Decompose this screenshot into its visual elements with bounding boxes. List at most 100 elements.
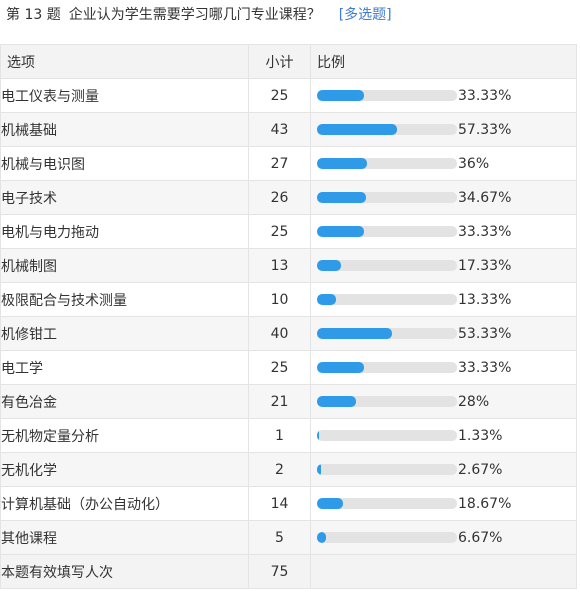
option-count: 25 bbox=[248, 78, 311, 113]
option-label: 其他课程 bbox=[0, 520, 249, 555]
ratio-bar-track bbox=[317, 90, 457, 101]
ratio-bar-fill bbox=[317, 532, 327, 543]
ratio-cell: 1.33% bbox=[310, 418, 577, 453]
ratio-bar-fill bbox=[317, 192, 366, 203]
ratio-cell: 28% bbox=[310, 384, 577, 419]
ratio-bar-fill bbox=[317, 362, 364, 373]
ratio-percent: 18.67% bbox=[458, 495, 512, 512]
ratio-bar-track bbox=[317, 464, 457, 475]
option-label: 无机物定量分析 bbox=[0, 418, 249, 453]
table-row: 电工学 25 33.33% bbox=[0, 350, 577, 385]
ratio-cell: 34.67% bbox=[310, 180, 577, 215]
table-row: 其他课程 5 6.67% bbox=[0, 520, 577, 555]
option-count: 25 bbox=[248, 214, 311, 249]
ratio-bar-track bbox=[317, 260, 457, 271]
option-count: 2 bbox=[248, 452, 311, 487]
ratio-cell: 33.33% bbox=[310, 214, 577, 249]
summary-count: 75 bbox=[248, 554, 311, 589]
option-label: 无机化学 bbox=[0, 452, 249, 487]
option-label: 电工仪表与测量 bbox=[0, 78, 249, 113]
ratio-bar-fill bbox=[317, 226, 364, 237]
ratio-cell: 36% bbox=[310, 146, 577, 181]
ratio-percent: 6.67% bbox=[458, 529, 503, 546]
option-count: 40 bbox=[248, 316, 311, 351]
ratio-cell: 2.67% bbox=[310, 452, 577, 487]
ratio-bar-track bbox=[317, 396, 457, 407]
option-label: 机械制图 bbox=[0, 248, 249, 283]
table-header-row: 选项 小计 比例 bbox=[0, 44, 577, 79]
ratio-bar-track bbox=[317, 498, 457, 509]
summary-row: 本题有效填写人次 75 bbox=[0, 554, 577, 589]
option-count: 10 bbox=[248, 282, 311, 317]
option-count: 43 bbox=[248, 112, 311, 147]
option-count: 1 bbox=[248, 418, 311, 453]
table-row: 计算机基础（办公自动化） 14 18.67% bbox=[0, 486, 577, 521]
ratio-cell: 57.33% bbox=[310, 112, 577, 147]
table-row: 机修钳工 40 53.33% bbox=[0, 316, 577, 351]
ratio-bar-track bbox=[317, 362, 457, 373]
header-ratio: 比例 bbox=[310, 44, 577, 79]
ratio-percent: 33.33% bbox=[458, 359, 512, 376]
ratio-percent: 53.33% bbox=[458, 325, 512, 342]
option-count: 26 bbox=[248, 180, 311, 215]
ratio-cell: 13.33% bbox=[310, 282, 577, 317]
ratio-bar-track bbox=[317, 192, 457, 203]
table-row: 电机与电力拖动 25 33.33% bbox=[0, 214, 577, 249]
results-table: 选项 小计 比例 电工仪表与测量 25 33.33% 机械基础 43 57.33% 机械与电… bbox=[0, 44, 577, 589]
table-row: 机械与电识图 27 36% bbox=[0, 146, 577, 181]
ratio-bar-fill bbox=[317, 294, 336, 305]
ratio-percent: 33.33% bbox=[458, 87, 512, 104]
ratio-percent: 28% bbox=[458, 393, 490, 410]
option-label: 电子技术 bbox=[0, 180, 249, 215]
ratio-percent: 13.33% bbox=[458, 291, 512, 308]
option-label: 电机与电力拖动 bbox=[0, 214, 249, 249]
table-row: 机械制图 13 17.33% bbox=[0, 248, 577, 283]
ratio-bar-track bbox=[317, 294, 457, 305]
table-body: 电工仪表与测量 25 33.33% 机械基础 43 57.33% 机械与电识图 27 36% 电子… bbox=[0, 78, 577, 555]
ratio-cell: 6.67% bbox=[310, 520, 577, 555]
option-count: 5 bbox=[248, 520, 311, 555]
ratio-cell: 18.67% bbox=[310, 486, 577, 521]
option-count: 27 bbox=[248, 146, 311, 181]
ratio-percent: 1.33% bbox=[458, 427, 503, 444]
header-count: 小计 bbox=[248, 44, 311, 79]
ratio-cell: 33.33% bbox=[310, 350, 577, 385]
ratio-bar-fill bbox=[317, 396, 357, 407]
ratio-bar-fill bbox=[317, 124, 398, 135]
option-label: 机械基础 bbox=[0, 112, 249, 147]
table-row: 无机化学 2 2.67% bbox=[0, 452, 577, 487]
ratio-percent: 34.67% bbox=[458, 189, 512, 206]
question-type-link[interactable]: [多选题] bbox=[338, 7, 392, 23]
ratio-bar-fill bbox=[317, 464, 321, 475]
question-header: 第 13 题企业认为学生需要学习哪几门专业课程？ [多选题] bbox=[0, 0, 580, 34]
question-number: 第 13 题 bbox=[6, 7, 61, 23]
option-label: 机修钳工 bbox=[0, 316, 249, 351]
option-count: 14 bbox=[248, 486, 311, 521]
ratio-percent: 2.67% bbox=[458, 461, 503, 478]
ratio-percent: 33.33% bbox=[458, 223, 512, 240]
table-row: 机械基础 43 57.33% bbox=[0, 112, 577, 147]
header-option: 选项 bbox=[0, 44, 249, 79]
ratio-percent: 36% bbox=[458, 155, 490, 172]
ratio-bar-track bbox=[317, 124, 457, 135]
ratio-percent: 57.33% bbox=[458, 121, 512, 138]
ratio-bar-fill bbox=[317, 158, 368, 169]
ratio-cell: 17.33% bbox=[310, 248, 577, 283]
option-count: 25 bbox=[248, 350, 311, 385]
option-count: 13 bbox=[248, 248, 311, 283]
table-row: 有色冶金 21 28% bbox=[0, 384, 577, 419]
ratio-bar-fill bbox=[317, 498, 344, 509]
option-count: 21 bbox=[248, 384, 311, 419]
summary-empty bbox=[310, 554, 577, 589]
ratio-bar-fill bbox=[317, 90, 364, 101]
ratio-bar-track bbox=[317, 158, 457, 169]
table-row: 无机物定量分析 1 1.33% bbox=[0, 418, 577, 453]
option-label: 有色冶金 bbox=[0, 384, 249, 419]
ratio-percent: 17.33% bbox=[458, 257, 512, 274]
ratio-bar-fill bbox=[317, 430, 319, 441]
ratio-cell: 33.33% bbox=[310, 78, 577, 113]
table-row: 电工仪表与测量 25 33.33% bbox=[0, 78, 577, 113]
ratio-bar-fill bbox=[317, 260, 342, 271]
summary-label: 本题有效填写人次 bbox=[0, 554, 249, 589]
option-label: 电工学 bbox=[0, 350, 249, 385]
